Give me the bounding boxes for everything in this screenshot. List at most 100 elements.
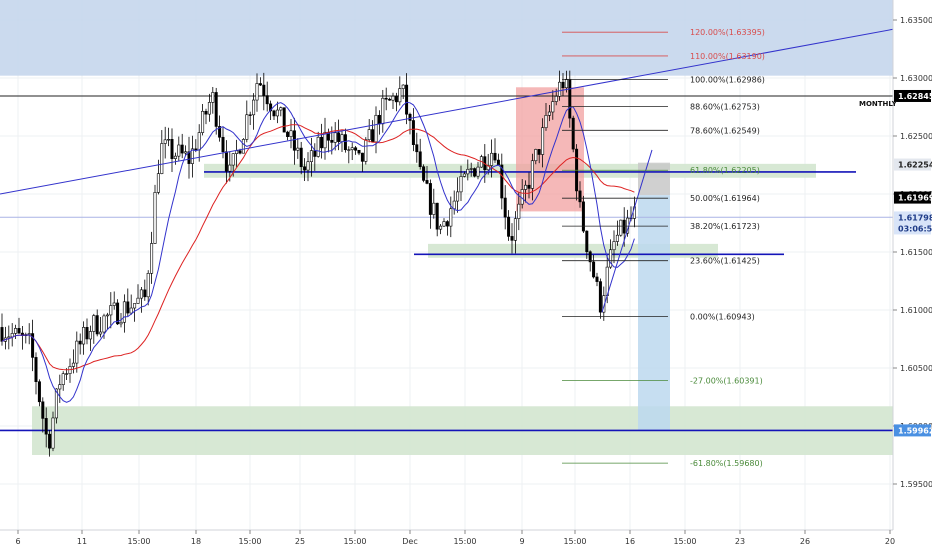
candle-body-164: [558, 81, 562, 97]
time-tick-label-6: 15:00: [343, 537, 366, 546]
candle-body-127: [432, 202, 436, 215]
candle-body-54: [184, 151, 188, 154]
candle-body-148: [503, 197, 507, 218]
fib-label-5: 61.80%(1.62205): [690, 166, 760, 175]
candle-body-66: [224, 151, 228, 172]
candle-body-78: [265, 95, 269, 105]
time-tick-label-14: 26: [800, 537, 810, 546]
candle-body-9: [31, 333, 35, 358]
candle-body-100: [340, 134, 344, 142]
candle-body-159: [541, 127, 545, 155]
candle-body-97: [330, 139, 334, 143]
price-label-monthly: 1.62845: [898, 92, 932, 101]
candle-body-48: [163, 139, 167, 144]
candle-body-145: [493, 152, 497, 161]
candle-body-84: [286, 131, 290, 137]
candle-body-99: [337, 132, 341, 142]
time-tick-label-15: 20: [885, 537, 895, 546]
candle-body-8: [27, 333, 31, 335]
candle-body-62: [211, 92, 215, 103]
price-label-tag-monthly: MONTHLY: [859, 100, 898, 108]
candle-body-165: [561, 81, 565, 89]
candle-body-118: [401, 84, 405, 89]
support-zone: [428, 243, 718, 258]
fib-label-11: -61.80%(1.59680): [690, 459, 763, 468]
candle-body-126: [428, 183, 432, 215]
price-projection: [601, 149, 653, 313]
candle-body-71: [241, 139, 245, 154]
candle-body-119: [405, 84, 409, 115]
candle-body-40: [136, 297, 140, 304]
candle-body-77: [262, 84, 266, 96]
time-axis-bg: [0, 530, 932, 550]
candle-body-56: [190, 148, 194, 164]
candle-body-136: [462, 173, 466, 177]
candle-body-79: [269, 103, 273, 112]
candle-body-75: [255, 83, 259, 101]
candle-body-36: [122, 301, 126, 323]
candle-body-88: [299, 147, 303, 168]
candle-body-163: [554, 95, 558, 102]
candle-body-133: [452, 200, 456, 210]
candle-body-144: [490, 152, 494, 166]
price-label-bg-target: [894, 424, 931, 437]
candle-body-46: [156, 173, 160, 193]
candle-body-168: [571, 117, 575, 150]
candle-body-53: [180, 144, 184, 154]
candle-body-73: [248, 114, 252, 116]
time-tick-label-9: 9: [519, 537, 524, 546]
candle-body-182: [619, 219, 623, 236]
time-tick-label-12: 15:00: [673, 537, 696, 546]
price-tick-label-2: 1.62500: [900, 132, 932, 141]
fib-label-0: 120.00%(1.63395): [690, 28, 765, 37]
candle-body-24: [82, 327, 86, 345]
candle-body-112: [381, 97, 385, 125]
candle-body-104: [354, 147, 358, 151]
candle-body-181: [615, 234, 619, 242]
price-tick-label-8: 1.59500: [900, 480, 932, 489]
price-tick-label-5: 1.61000: [900, 306, 932, 315]
candle-body-11: [37, 381, 41, 403]
candle-body-17: [58, 384, 62, 390]
candle-body-41: [139, 289, 143, 299]
candle-body-157: [534, 149, 538, 162]
candle-body-3: [10, 333, 14, 338]
candle-body-90: [306, 161, 310, 171]
candle-body-64: [218, 126, 222, 138]
price-label-bg-monthly: [894, 89, 931, 102]
candle-body-149: [507, 216, 511, 237]
candle-body-21: [71, 362, 75, 367]
candle-body-130: [442, 221, 446, 227]
candle-body-147: [500, 164, 504, 199]
candle-body-18: [61, 373, 65, 385]
candle-body-0: [0, 327, 4, 342]
time-tick-label-13: 23: [735, 537, 745, 546]
fib-label-6: 50.00%(1.61964): [690, 194, 760, 203]
candle-body-151: [513, 218, 517, 241]
candle-body-23: [78, 340, 82, 345]
fast-moving-average: [1, 101, 635, 403]
candle-body-52: [177, 144, 181, 157]
candle-body-14: [48, 433, 52, 449]
candle-body-5: [17, 328, 21, 334]
candle-body-103: [350, 147, 354, 151]
candle-body-123: [418, 151, 422, 168]
candle-body-2: [7, 336, 11, 339]
time-axis[interactable]: 6 11 15:00 18 15:00 25 15:00 Dec 15:00 9 15:00 16 15…: [0, 529, 932, 550]
candle-body-69: [235, 150, 239, 154]
candle-body-107: [364, 139, 368, 162]
candle-body-28: [95, 315, 99, 335]
candle-body-158: [537, 149, 541, 155]
candle-body-19: [65, 373, 69, 375]
candle-body-35: [119, 321, 123, 325]
supply-zone: [0, 0, 893, 76]
price-label-bg-countdown: [894, 222, 931, 235]
candle-body-120: [408, 113, 412, 121]
price-axis[interactable]: 1.635001.630001.625001.620001.615001.610…: [859, 0, 932, 530]
slow-moving-average: [1, 124, 635, 371]
candle-body-129: [439, 225, 443, 230]
drawings: [0, 28, 894, 313]
candle-body-175: [595, 276, 599, 282]
candle-body-128: [435, 202, 439, 230]
